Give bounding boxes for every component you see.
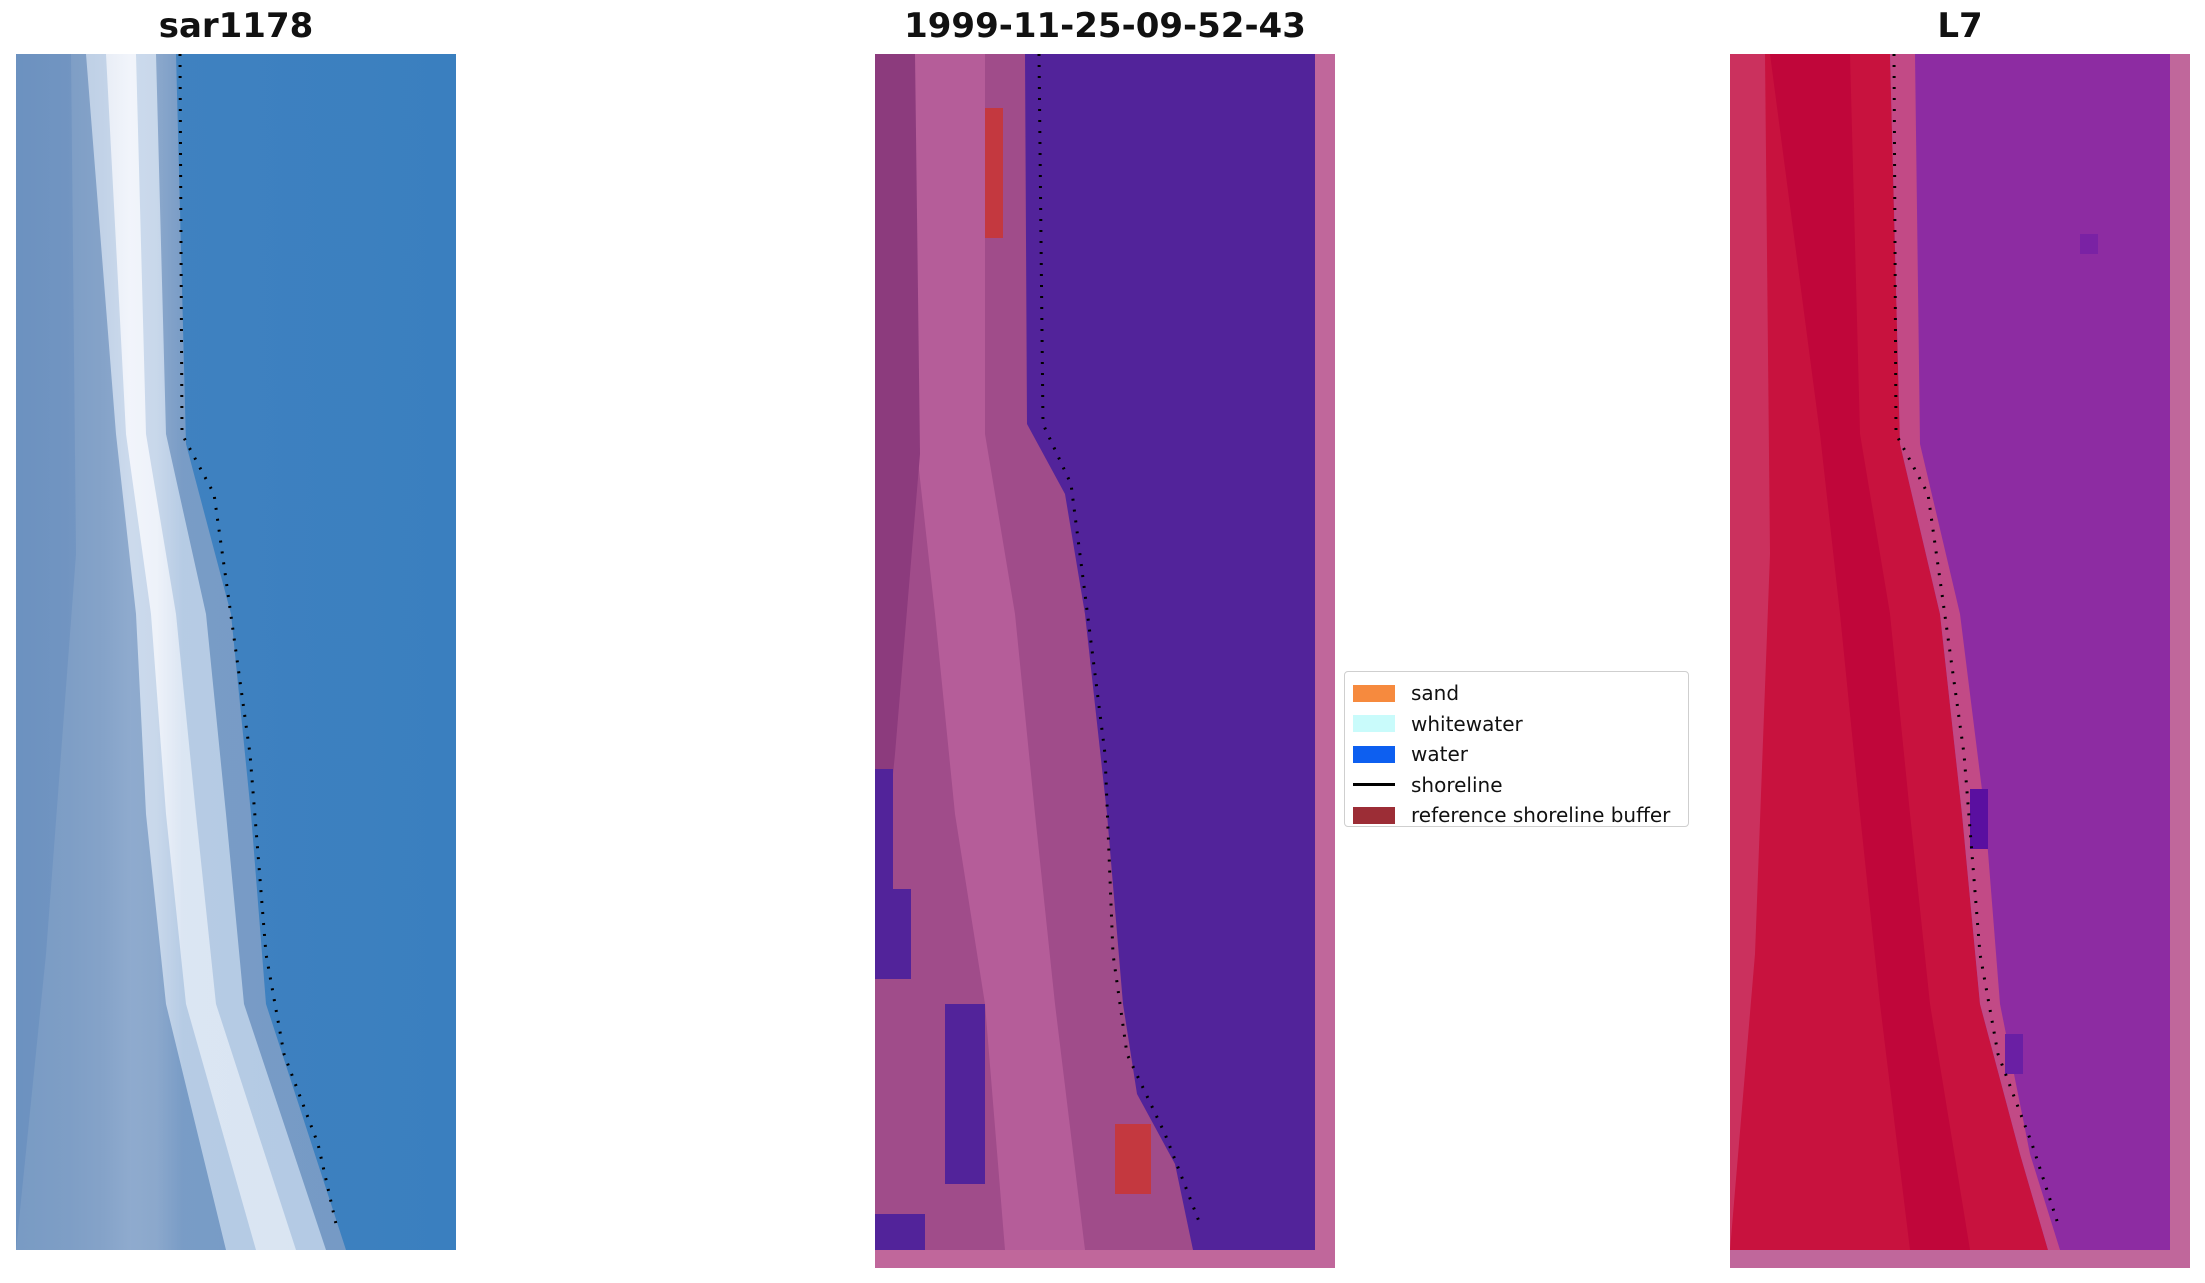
reference-buffer-top [985,108,1003,238]
l7-image-panel [1730,54,2190,1268]
sand-swatch [1353,684,1395,702]
legend-item-whitewater: whitewater [1353,709,1688,740]
panel-title-left: sar1178 [158,6,314,46]
shoreline-swatch [1353,783,1395,787]
legend-item-reference-buffer: reference shoreline buffer [1353,800,1688,831]
panel-title-middle: 1999-11-25-09-52-43 [904,6,1306,46]
legend-item-water: water [1353,739,1688,770]
panel-title-right: L7 [1937,6,1983,46]
legend-label-whitewater: whitewater [1411,711,1523,736]
legend: sand whitewater water shoreline referenc… [1344,671,1689,827]
legend-item-sand: sand [1353,678,1688,709]
whitewater-swatch [1353,715,1395,733]
reference-buffer-bottom [1115,1124,1151,1194]
legend-label-sand: sand [1411,681,1460,706]
rgb-image [16,54,456,1250]
rgb-image-panel [16,54,456,1250]
shoreline-middle [1037,54,1202,1225]
l7-image [1730,54,2190,1268]
reference-buffer-swatch [1353,806,1395,824]
legend-label-reference-buffer: reference shoreline buffer [1411,803,1671,828]
legend-item-shoreline: shoreline [1353,770,1688,801]
classified-image-panel [875,54,1335,1268]
water-swatch [1353,745,1395,763]
legend-label-shoreline: shoreline [1411,772,1503,797]
legend-label-water: water [1411,742,1468,767]
classified-image [875,54,1335,1268]
